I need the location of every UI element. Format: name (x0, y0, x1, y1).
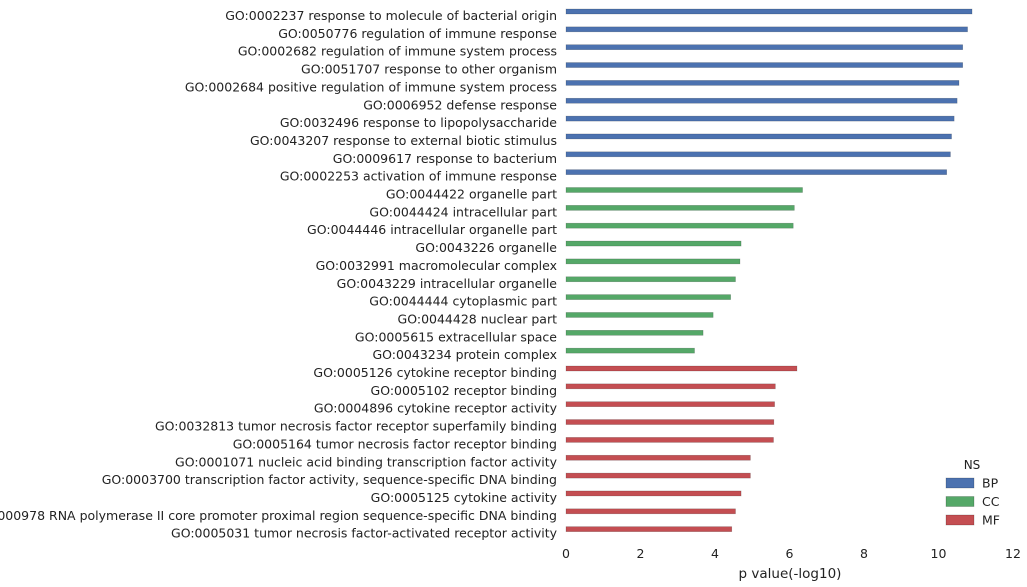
bar-mf (565, 401, 775, 408)
category-label: GO:0032991 macromolecular complex (316, 258, 557, 273)
category-label: GO:0044422 organelle part (386, 187, 557, 202)
bar-mf (565, 508, 736, 515)
bar-mf (565, 454, 751, 461)
category-label: GO:0044428 nuclear part (398, 311, 558, 326)
bar-cc (565, 205, 795, 211)
legend-swatch-mf (945, 514, 975, 526)
legend-label-bp: BP (982, 476, 999, 491)
bar-cc (565, 312, 714, 318)
x-tick-label: 8 (860, 546, 868, 561)
x-tick-label: 2 (637, 546, 645, 561)
bar-cc (565, 187, 803, 193)
category-labels-layer: GO:0002237 response to molecule of bacte… (0, 8, 558, 541)
category-label: GO:0002684 positive regulation of immune… (185, 79, 557, 94)
category-label: GO:0043229 intracellular organelle (337, 276, 558, 291)
category-label: GO:0005164 tumor necrosis factor recepto… (233, 436, 557, 451)
legend-title: NS (964, 458, 981, 472)
bar-bp (565, 133, 952, 140)
category-label: GO:0006952 defense response (363, 97, 557, 112)
category-label: GO:0032496 response to lipopolysaccharid… (280, 115, 557, 130)
x-axis: 0 2 4 6 8 10 12 (562, 546, 1021, 561)
bar-cc (565, 294, 731, 300)
bar-bp (565, 97, 958, 104)
bar-cc (565, 240, 742, 247)
bar-bp (565, 44, 964, 51)
x-tick-label: 0 (562, 546, 570, 561)
x-tick-label: 12 (1005, 546, 1021, 561)
category-label: GO:0004896 cytokine receptor activity (314, 401, 558, 416)
category-label: GO:0044446 intracellular organelle part (307, 222, 557, 237)
bar-cc (565, 276, 736, 283)
legend-label-mf: MF (982, 513, 1000, 528)
category-label: GO:0005031 tumor necrosis factor-activat… (171, 526, 558, 541)
category-label: GO:0005126 cytokine receptor binding (313, 365, 557, 380)
bar-cc (565, 329, 704, 336)
bar-bp (565, 8, 973, 15)
bar-mf (565, 437, 774, 443)
legend-label-cc: CC (982, 494, 1000, 509)
category-label: GO:0000978 RNA polymerase II core promot… (0, 508, 557, 523)
category-label: GO:0044424 intracellular part (369, 204, 557, 219)
bar-bp (565, 26, 968, 33)
x-tick-label: 6 (786, 546, 794, 561)
category-label: GO:0032813 tumor necrosis factor recepto… (155, 419, 557, 434)
bar-cc (565, 222, 794, 229)
legend-swatch-bp (945, 477, 975, 489)
category-label: GO:0005102 receptor binding (371, 383, 557, 398)
category-label: GO:0002253 activation of immune response (280, 169, 557, 184)
bar-cc (565, 258, 741, 265)
bar-bp (565, 115, 955, 122)
bars-layer (565, 8, 973, 532)
legend: NS BP CC MF (945, 458, 1000, 528)
bar-mf (565, 383, 776, 390)
category-label: GO:0005615 extracellular space (355, 329, 557, 344)
bar-mf (565, 472, 751, 479)
category-label: GO:0043207 response to external biotic s… (250, 133, 557, 148)
category-label: GO:0001071 nucleic acid binding transcri… (175, 454, 558, 469)
bar-bp (565, 151, 951, 158)
category-label: GO:0002237 response to molecule of bacte… (225, 8, 557, 23)
bar-bp (565, 80, 960, 86)
x-tick-label: 10 (931, 546, 947, 561)
category-label: GO:0043234 protein complex (372, 347, 557, 362)
x-axis-title: p value(-log10) (739, 566, 842, 582)
bar-mf (565, 419, 775, 425)
legend-swatch-cc (945, 496, 975, 507)
category-label: GO:0044444 cytoplasmic part (369, 294, 557, 309)
bar-bp (565, 169, 947, 175)
category-label: GO:0043226 organelle (415, 240, 557, 255)
category-label: GO:0002682 regulation of immune system p… (238, 44, 557, 59)
bar-mf (565, 365, 798, 372)
bar-mf (565, 526, 733, 532)
x-tick-label: 4 (711, 546, 719, 561)
category-label: GO:0051707 response to other organism (301, 62, 557, 77)
bar-bp (565, 62, 964, 68)
category-label: GO:0005125 cytokine activity (371, 490, 558, 505)
category-label: GO:0009617 response to bacterium (333, 151, 557, 166)
category-label: GO:0003700 transcription factor activity… (102, 472, 557, 487)
category-label: GO:0050776 regulation of immune response (278, 26, 557, 41)
bar-cc (565, 347, 695, 354)
bar-mf (565, 490, 742, 497)
